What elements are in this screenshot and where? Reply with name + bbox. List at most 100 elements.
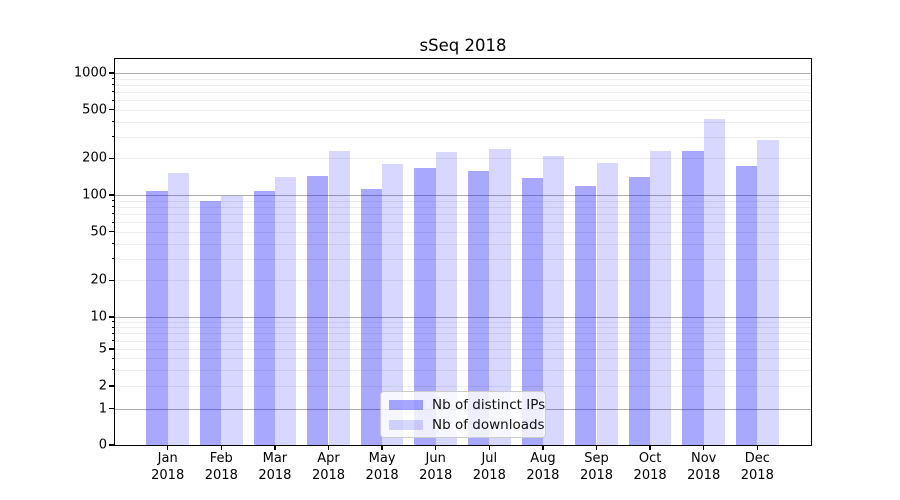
gridline-minor	[115, 333, 811, 335]
x-tick-label-line: Sep	[584, 451, 609, 466]
x-tick	[435, 445, 437, 450]
x-tick	[649, 445, 651, 450]
y-minor-tick	[112, 121, 115, 123]
bar-downloads-aug	[542, 155, 565, 445]
bar-distinct-ips-aug	[521, 178, 543, 445]
x-tick-label-line: May	[368, 451, 396, 466]
x-tick-label-line: Jan	[157, 451, 178, 466]
gridline-minor	[115, 222, 811, 224]
gridline-major	[115, 73, 811, 74]
y-tick-label: 200	[82, 150, 107, 166]
x-tick-label: Oct 2018	[622, 451, 678, 484]
y-minor-tick	[112, 348, 115, 350]
gridline-minor	[115, 158, 811, 160]
legend: Nb of distinct IPs Nb of downloads	[380, 391, 546, 438]
legend-swatch-downloads	[389, 419, 423, 430]
x-tick-label-line: 2018	[419, 467, 453, 483]
x-tick-label: Jun 2018	[408, 451, 464, 484]
y-minor-tick	[112, 84, 115, 86]
y-tick	[109, 407, 115, 410]
y-minor-tick	[112, 91, 115, 93]
gridline-minor	[115, 231, 811, 233]
bar-downloads-jul	[489, 149, 511, 445]
y-minor-tick	[112, 369, 115, 371]
gridline-minor	[115, 213, 811, 215]
y-tick	[109, 194, 115, 196]
x-tick-label-line: Oct	[638, 451, 662, 466]
x-tick-label: Jan 2018	[140, 451, 196, 484]
x-tick-label-line: 2018	[365, 467, 399, 483]
x-tick-label-line: Aug	[530, 451, 556, 466]
bar-downloads-feb	[221, 196, 243, 445]
bar-distinct-ips-jan	[146, 191, 168, 445]
y-tick-label: 1000	[73, 65, 107, 81]
gridline-minor	[115, 358, 811, 359]
bar-downloads-oct	[650, 151, 672, 445]
legend-label: Nb of downloads	[432, 416, 545, 433]
y-minor-tick	[112, 258, 115, 260]
bar-downloads-mar	[274, 176, 297, 445]
x-tick-label-line: 2018	[579, 467, 614, 483]
y-minor-tick	[112, 78, 115, 80]
gridline-minor	[115, 200, 811, 202]
legend-item: Nb of downloads	[387, 417, 545, 433]
x-tick	[381, 445, 383, 450]
x-tick-label-line: Jul	[481, 451, 498, 466]
bar-downloads-jun	[435, 151, 458, 445]
gridline-minor	[115, 327, 811, 329]
x-tick	[220, 445, 222, 450]
y-minor-tick	[112, 221, 115, 223]
x-tick-label-line: 2018	[258, 467, 292, 483]
x-tick-label-line: Nov	[691, 451, 717, 466]
y-tick-label: 10	[90, 309, 107, 325]
gridline-minor	[115, 243, 811, 245]
x-tick-label-line: 2018	[633, 467, 667, 483]
x-tick	[488, 445, 490, 450]
y-tick	[109, 444, 115, 446]
x-tick-label: Dec 2018	[729, 451, 785, 484]
y-tick-label: 5	[98, 341, 107, 357]
x-tick-label-line: 2018	[311, 467, 346, 483]
y-minor-tick	[112, 99, 115, 101]
x-tick-label: Feb 2018	[193, 451, 249, 484]
y-minor-tick	[112, 340, 115, 341]
x-tick-label: Jul 2018	[461, 451, 517, 484]
bar-distinct-ips-jun	[414, 168, 436, 445]
gridline-minor	[115, 109, 811, 111]
x-tick-label-line: Dec	[744, 451, 770, 466]
y-minor-tick	[112, 157, 115, 159]
gridline-minor	[115, 206, 811, 208]
bar-distinct-ips-mar	[253, 190, 275, 445]
x-tick-label: May 2018	[354, 451, 410, 484]
legend-swatch-distinct-ips	[389, 399, 423, 410]
x-tick	[542, 445, 544, 450]
gridline-minor	[115, 340, 811, 342]
y-minor-tick	[112, 200, 115, 202]
x-tick	[327, 445, 330, 450]
x-tick-label-line: 2018	[204, 467, 238, 483]
bar-downloads-jan	[167, 172, 190, 445]
bar-distinct-ips-nov	[682, 151, 704, 445]
gridline-major	[115, 317, 811, 318]
bar-distinct-ips-jul	[467, 171, 490, 445]
x-tick-label-line: 2018	[740, 467, 774, 483]
x-tick-label-line: Mar	[262, 451, 288, 466]
bar-downloads-apr	[328, 150, 350, 445]
y-tick-label: 1	[98, 401, 107, 416]
x-tick-label-line: 2018	[472, 467, 506, 483]
y-minor-tick	[112, 321, 115, 323]
y-minor-tick	[112, 109, 115, 111]
x-tick-label-line: 2018	[687, 467, 721, 483]
legend-item: Nb of distinct IPs	[387, 397, 545, 413]
x-tick-label: Nov 2018	[676, 451, 732, 484]
y-tick-label: 0	[98, 437, 107, 453]
bar-distinct-ips-feb	[199, 200, 222, 445]
gridline-minor	[115, 136, 811, 138]
x-tick	[167, 445, 169, 450]
x-tick-label-line: Jun	[425, 451, 446, 466]
y-minor-tick	[112, 213, 115, 215]
y-minor-tick	[112, 326, 115, 328]
gridline-minor	[115, 386, 811, 387]
x-tick-label: Aug 2018	[515, 451, 571, 484]
gridline-minor	[115, 258, 811, 260]
